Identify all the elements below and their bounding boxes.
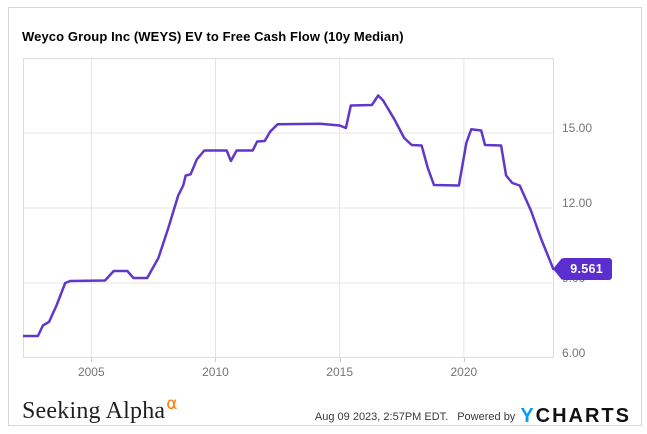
plot-border bbox=[23, 58, 554, 358]
ycharts-logo[interactable]: YCHARTS bbox=[520, 405, 631, 428]
x-axis-tick bbox=[215, 358, 217, 362]
chart-timestamp: Aug 09 2023, 2:57PM EDT. bbox=[314, 410, 449, 423]
y-axis-tick-label: 12.00 bbox=[562, 196, 593, 210]
seeking-alpha-wordmark: Seeking Alpha bbox=[22, 398, 166, 424]
x-axis-tick bbox=[91, 358, 93, 362]
chart-plot-area[interactable] bbox=[23, 58, 554, 358]
x-axis-tick-label: 2020 bbox=[450, 365, 478, 379]
powered-by-label: Powered by bbox=[457, 410, 516, 423]
chart-card: Weyco Group Inc (WEYS) EV to Free Cash F… bbox=[8, 7, 642, 428]
seeking-alpha-logo[interactable]: Seeking Alphaα bbox=[22, 394, 178, 425]
alpha-icon: α bbox=[166, 394, 178, 414]
badge-value: 9.561 bbox=[561, 257, 613, 280]
x-axis-tick-label: 2010 bbox=[202, 365, 229, 379]
y-axis-tick-label: 15.00 bbox=[562, 121, 593, 135]
last-value-badge: 9.561 bbox=[553, 257, 613, 280]
x-axis-tick bbox=[339, 358, 341, 362]
y-axis-tick-label: 6.00 bbox=[562, 346, 586, 360]
series-line[interactable] bbox=[23, 94, 554, 338]
x-axis-tick-label: 2005 bbox=[77, 365, 105, 379]
ycharts-wordmark: CHARTS bbox=[535, 405, 631, 427]
attribution-bar: Aug 09 2023, 2:57PM EDT. Powered by YCHA… bbox=[315, 405, 631, 428]
ycharts-y-mark: Y bbox=[520, 405, 536, 427]
chart-title: Weyco Group Inc (WEYS) EV to Free Cash F… bbox=[22, 29, 404, 44]
x-axis-tick-label: 2015 bbox=[326, 365, 353, 379]
x-axis-tick bbox=[463, 358, 465, 362]
badge-pointer-icon bbox=[553, 257, 563, 280]
